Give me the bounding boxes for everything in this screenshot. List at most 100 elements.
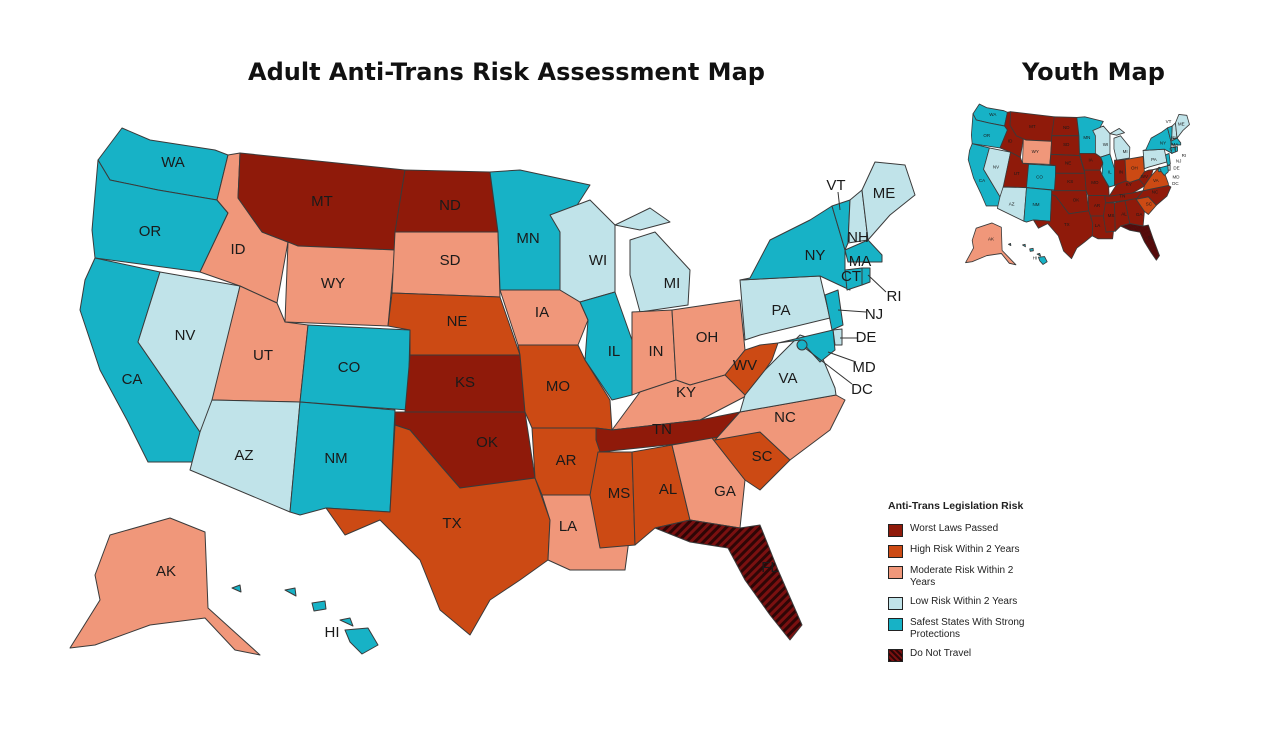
youth-state-tx[interactable]: [1032, 194, 1094, 260]
adult-label-ga: GA: [714, 483, 736, 500]
youth-state-ny[interactable]: [1142, 127, 1173, 154]
youth-state-ky[interactable]: [1108, 178, 1146, 197]
adult-label-fl: FL: [761, 559, 779, 576]
adult-state-wv[interactable]: [724, 342, 779, 396]
adult-label-de: DE: [856, 329, 877, 346]
adult-label-nh: NH: [847, 229, 869, 246]
youth-label-pa: PA: [1151, 157, 1157, 162]
adult-label-sc: SC: [752, 448, 773, 465]
youth-state-nj[interactable]: [1165, 152, 1171, 167]
youth-label-mt: MT: [1029, 124, 1036, 129]
youth-state-ri[interactable]: [1175, 146, 1178, 153]
adult-label-ri: RI: [887, 288, 902, 305]
legend-label: Moderate Risk Within 2 Years: [910, 565, 1014, 588]
adult-label-mi: MI: [664, 275, 681, 292]
adult-label-ok: OK: [476, 434, 498, 451]
youth-state-ms[interactable]: [1102, 202, 1116, 233]
adult-label-or: OR: [139, 223, 162, 240]
youth-label-wv: WV: [1141, 174, 1148, 179]
adult-label-pa: PA: [772, 302, 791, 319]
youth-label-mn: MN: [1083, 135, 1090, 140]
legend-item-low: Low Risk Within 2 Years: [888, 596, 1028, 610]
youth-state-wv[interactable]: [1138, 169, 1154, 186]
youth-label-tx: TX: [1064, 222, 1070, 227]
youth-state-ak[interactable]: [965, 222, 1017, 266]
adult-label-hi: HI: [325, 624, 340, 641]
legend-swatch: [888, 566, 903, 579]
youth-state-fl[interactable]: [1120, 223, 1160, 261]
youth-label-md: MD: [1172, 174, 1180, 179]
adult-state-tx[interactable]: [325, 424, 551, 636]
youth-state-az[interactable]: [996, 186, 1027, 222]
adult-label-ny: NY: [805, 247, 826, 264]
adult-state-ma[interactable]: [844, 239, 883, 263]
adult-label-ky: KY: [676, 384, 696, 401]
adult-state-ny[interactable]: [739, 205, 851, 291]
adult-state-nj[interactable]: [824, 289, 844, 331]
youth-label-ct: CT: [1170, 147, 1176, 152]
youth-state-dc[interactable]: [1157, 168, 1162, 173]
adult-state-ri[interactable]: [861, 267, 871, 286]
adult-state-wy[interactable]: [284, 241, 396, 327]
youth-state-mi[interactable]: [1109, 127, 1131, 161]
leader-line-nj: [837, 309, 867, 313]
adult-label-mo: MO: [546, 378, 570, 395]
youth-state-wy[interactable]: [1022, 138, 1053, 165]
adult-state-va[interactable]: [739, 334, 837, 413]
adult-state-ky[interactable]: [611, 374, 749, 431]
adult-state-hi[interactable]: [231, 584, 379, 655]
youth-label-mi: MI: [1123, 149, 1128, 154]
adult-label-tn: TN: [652, 421, 672, 438]
legend-item-high: High Risk Within 2 Years: [888, 544, 1028, 558]
adult-label-wa: WA: [161, 154, 185, 171]
legend-label: Safest States With Strong Protections: [910, 617, 1025, 640]
adult-label-nv: NV: [175, 327, 196, 344]
youth-state-hi[interactable]: [1008, 242, 1048, 265]
youth-label-ia: IA: [1088, 158, 1092, 163]
adult-state-ak[interactable]: [69, 517, 261, 656]
youth-map-title: Youth Map: [1022, 58, 1165, 86]
youth-risk-map: WA OR CA NV ID MT WY UT CO AZ NM ND SD NE KS OK TX MN IA MO…: [965, 103, 1190, 266]
youth-state-il[interactable]: [1100, 153, 1115, 188]
adult-state-dc[interactable]: [796, 339, 808, 351]
adult-label-nj: NJ: [865, 306, 883, 323]
youth-label-in: IN: [1119, 170, 1124, 175]
adult-label-nd: ND: [439, 197, 461, 214]
adult-label-id: ID: [231, 241, 246, 258]
adult-label-ms: MS: [608, 485, 631, 502]
youth-label-fl: FL: [1148, 235, 1154, 240]
youth-label-ky: KY: [1126, 182, 1132, 187]
youth-label-wa: WA: [989, 112, 996, 117]
adult-label-mt: MT: [311, 193, 333, 210]
youth-label-vt: VT: [1166, 119, 1172, 124]
youth-state-ma[interactable]: [1170, 137, 1182, 146]
adult-label-ma: MA: [849, 253, 872, 270]
adult-label-ne: NE: [447, 313, 468, 330]
adult-state-fl[interactable]: [654, 519, 803, 641]
adult-state-ms[interactable]: [589, 451, 636, 549]
adult-label-mn: MN: [516, 230, 539, 247]
youth-label-ca: CA: [979, 178, 985, 183]
adult-state-mi[interactable]: [614, 207, 691, 313]
legend-label: High Risk Within 2 Years: [910, 544, 1020, 555]
adult-label-ar: AR: [556, 452, 577, 469]
youth-label-ne: NE: [1065, 160, 1071, 165]
youth-label-sc: SC: [1146, 202, 1153, 207]
adult-state-il[interactable]: [579, 291, 633, 401]
youth-label-ma: MA: [1172, 142, 1179, 147]
adult-state-ga[interactable]: [671, 437, 746, 529]
adult-label-tx: TX: [442, 515, 461, 532]
adult-label-il: IL: [608, 343, 621, 360]
adult-label-nc: NC: [774, 409, 796, 426]
youth-label-ms: MS: [1108, 213, 1115, 218]
youth-state-ga[interactable]: [1124, 198, 1145, 227]
youth-label-la: LA: [1095, 223, 1101, 228]
adult-label-nm: NM: [324, 450, 347, 467]
youth-label-sd: SD: [1063, 142, 1070, 147]
adult-label-wy: WY: [321, 275, 345, 292]
legend-item-do-not-travel: Do Not Travel: [888, 648, 1028, 662]
youth-label-co: CO: [1036, 174, 1043, 179]
youth-label-nm: NM: [1033, 202, 1040, 207]
adult-state-az[interactable]: [189, 399, 301, 513]
youth-label-nj: NJ: [1176, 158, 1182, 163]
